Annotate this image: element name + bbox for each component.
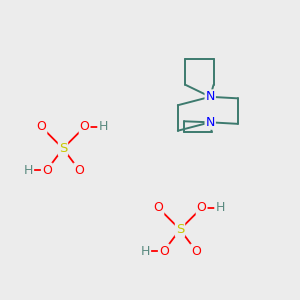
Text: O: O bbox=[74, 164, 84, 177]
Text: N: N bbox=[206, 116, 215, 129]
Text: O: O bbox=[42, 164, 52, 177]
Text: S: S bbox=[176, 223, 184, 236]
Text: O: O bbox=[37, 120, 46, 134]
Text: H: H bbox=[24, 164, 33, 177]
Text: S: S bbox=[59, 142, 67, 155]
Text: O: O bbox=[154, 201, 163, 214]
Text: N: N bbox=[206, 90, 215, 103]
Text: H: H bbox=[98, 120, 108, 134]
Text: O: O bbox=[197, 201, 206, 214]
Text: H: H bbox=[141, 244, 150, 258]
Text: H: H bbox=[215, 201, 225, 214]
Text: O: O bbox=[80, 120, 89, 134]
Text: O: O bbox=[159, 244, 169, 258]
Text: O: O bbox=[191, 244, 201, 258]
